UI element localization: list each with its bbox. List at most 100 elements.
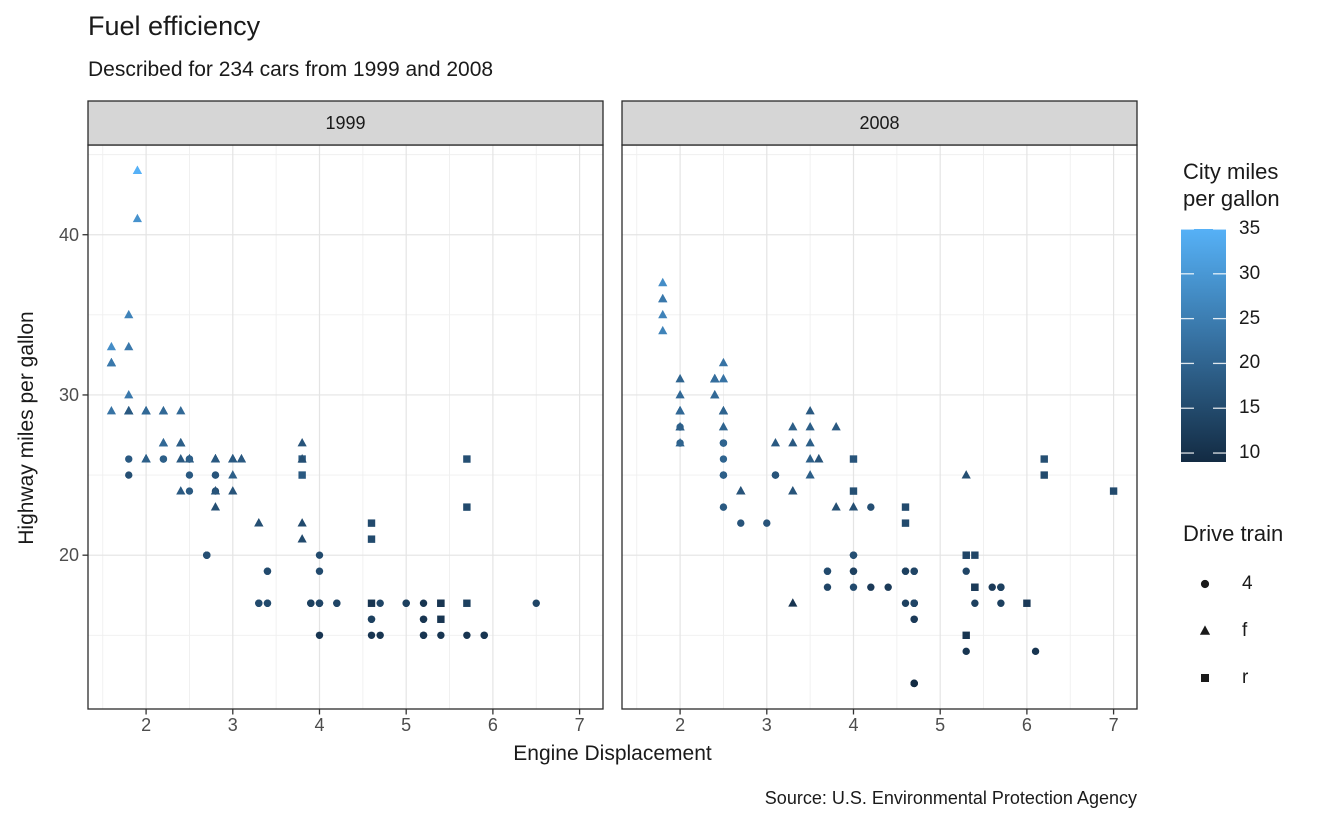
data-point <box>210 454 221 463</box>
data-point <box>158 438 169 447</box>
x-tick-label-1999-6: 6 <box>487 715 498 735</box>
data-point <box>788 486 798 495</box>
data-point <box>228 470 238 479</box>
data-point <box>718 405 729 415</box>
data-point <box>718 373 729 383</box>
data-point <box>910 599 918 607</box>
data-point <box>675 389 685 399</box>
data-point <box>315 631 324 639</box>
facet-strip-1999 <box>87 100 604 146</box>
x-axis-title: Engine Displacement <box>513 742 712 765</box>
data-point <box>1031 647 1040 656</box>
data-point <box>402 599 410 607</box>
data-point <box>124 389 134 399</box>
shape-legend-glyph-square <box>1201 674 1209 682</box>
data-point <box>997 583 1005 591</box>
color-legend-bar <box>1181 229 1226 462</box>
data-point <box>298 471 306 479</box>
x-tick-label-2008-7: 7 <box>1108 715 1119 735</box>
data-point <box>367 519 376 527</box>
data-point <box>910 567 918 575</box>
data-point <box>719 439 728 447</box>
data-point <box>910 679 918 688</box>
data-point <box>1023 599 1031 607</box>
x-tick-label-2008-6: 6 <box>1021 715 1032 735</box>
data-point <box>867 503 875 511</box>
shape-legend-label-4: 4 <box>1242 573 1253 594</box>
data-point <box>718 422 729 431</box>
data-point <box>719 471 728 479</box>
data-point <box>771 471 780 479</box>
data-point <box>675 405 685 415</box>
data-point <box>737 519 745 527</box>
source-caption: Source: U.S. Environmental Protection Ag… <box>764 788 1137 808</box>
chart-title: Fuel efficiency <box>88 11 261 41</box>
data-point <box>315 567 324 575</box>
data-point <box>849 551 858 559</box>
data-point <box>125 455 133 463</box>
x-tick-label-2008-4: 4 <box>848 715 859 735</box>
data-point <box>367 599 376 607</box>
data-point <box>203 551 211 559</box>
data-point <box>831 422 841 431</box>
data-point <box>988 583 996 591</box>
data-point <box>910 615 918 623</box>
data-point <box>658 325 668 335</box>
data-point <box>437 599 445 607</box>
data-point <box>463 503 471 511</box>
data-point <box>788 438 798 447</box>
data-point <box>176 438 186 447</box>
data-point <box>297 518 307 527</box>
data-point <box>805 438 815 447</box>
data-point <box>124 309 134 319</box>
data-point <box>333 599 341 607</box>
x-tick-label-1999-7: 7 <box>574 715 585 735</box>
data-point <box>263 599 272 607</box>
data-point <box>297 454 307 463</box>
data-point <box>437 615 445 623</box>
data-point <box>867 583 875 591</box>
shape-legend-glyph-triangle <box>1199 625 1211 635</box>
data-point <box>814 454 824 463</box>
data-point <box>849 583 858 591</box>
data-point <box>658 277 668 287</box>
x-tick-label-2008-5: 5 <box>935 715 946 735</box>
data-point <box>971 583 979 591</box>
data-point <box>176 405 186 415</box>
data-point <box>176 486 186 495</box>
data-point <box>419 631 428 639</box>
data-point <box>367 615 376 623</box>
data-point <box>962 631 970 639</box>
data-point <box>1109 487 1118 495</box>
data-point <box>419 615 428 623</box>
data-point <box>315 551 324 559</box>
data-point <box>185 455 194 463</box>
data-point <box>831 502 841 511</box>
data-point <box>106 341 117 351</box>
panel-background-1999 <box>88 145 603 709</box>
color-legend-label-35: 35 <box>1239 218 1261 239</box>
shape-legend-glyph-circle <box>1200 579 1210 589</box>
data-point <box>710 373 720 383</box>
shape-legend-label-r: r <box>1242 667 1249 688</box>
data-point <box>675 373 685 383</box>
data-point <box>210 502 221 511</box>
data-point <box>185 471 194 479</box>
data-point <box>297 438 307 447</box>
x-tick-label-1999-5: 5 <box>401 715 412 735</box>
data-point <box>710 389 720 399</box>
data-point <box>848 502 859 511</box>
data-point <box>132 165 143 175</box>
data-point <box>106 357 117 367</box>
data-point <box>185 487 194 495</box>
x-tick-label-2008-2: 2 <box>675 715 686 735</box>
data-point <box>419 599 428 607</box>
color-legend-label-25: 25 <box>1239 307 1261 329</box>
data-point <box>228 454 238 463</box>
data-point <box>901 519 910 527</box>
data-point <box>141 454 151 463</box>
data-point <box>901 503 910 511</box>
panel-background-2008 <box>622 145 1137 709</box>
data-point <box>463 631 471 639</box>
